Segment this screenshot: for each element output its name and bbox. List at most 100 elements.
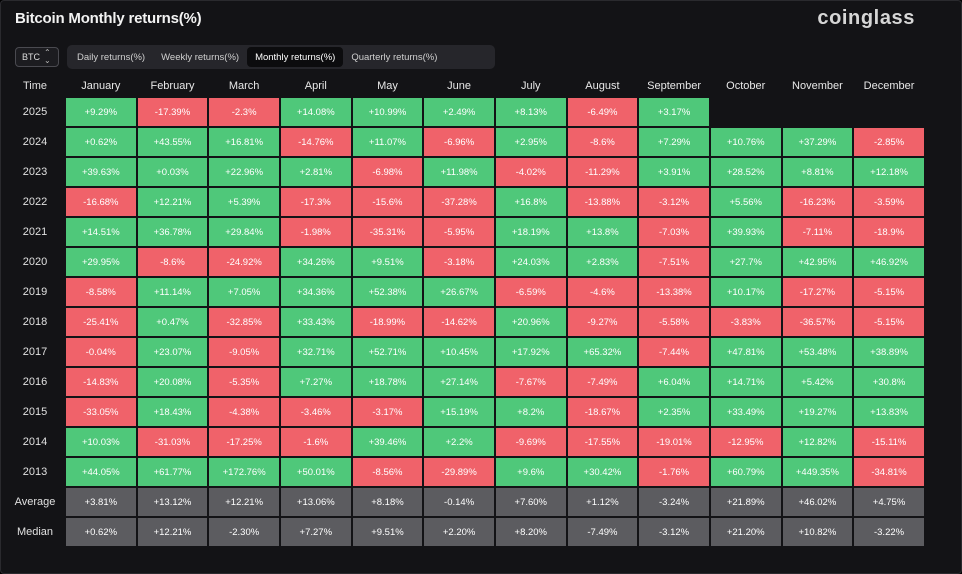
return-cell: +5.56% [709,187,782,217]
return-cell: -1.98% [279,217,352,247]
tab-quarterly-returns[interactable]: Quarterly returns(%) [351,51,438,63]
return-cell: +42.95% [781,247,854,277]
return-cell: +29.84% [208,217,280,247]
return-cell: -6.98% [351,157,424,187]
row-label: 2020 [22,256,48,268]
return-cell: -37.28% [423,187,495,217]
return-cell: -17.27% [781,277,854,307]
return-cell: -4.38% [208,397,280,427]
return-cell: +449.35% [781,457,854,487]
return-cell: -9.05% [208,337,280,367]
return-cell: +53.48% [781,337,854,367]
row-label: 2018 [22,316,48,328]
return-cell: +23.07% [136,337,209,367]
table-row: 2022 -16.68% +12.21% +5.39% -17.3% -15.6% -37.… [5,187,925,217]
return-cell: +65.32% [566,337,639,367]
row-label: Average [14,496,56,508]
tab-weekly-returns[interactable]: Weekly returns(%) [161,51,240,63]
return-cell: +1.12% [566,487,639,517]
return-cell: +14.08% [279,97,352,127]
table-row: 2023 +39.63% +0.03% +22.96% +2.81% -6.98% +11.… [5,157,925,187]
return-cell: +33.43% [279,307,352,337]
return-cell: +15.19% [423,397,495,427]
return-cell: -14.83% [65,367,137,397]
return-cell: +12.18% [853,157,925,187]
return-cell: +27.14% [423,367,495,397]
return-cell: +13.12% [136,487,209,517]
table-row: 2019 -8.58% +11.14% +7.05% +34.36% +52.38% +26… [5,277,925,307]
return-cell: +3.17% [638,97,710,127]
return-cell: -13.88% [566,187,639,217]
return-cell: +8.2% [494,397,567,427]
return-cell: -8.56% [351,457,424,487]
return-cell: -1.6% [279,427,352,457]
column-header: July [520,80,541,92]
return-cell: +16.81% [208,127,280,157]
return-cell: +18.43% [136,397,209,427]
return-cell: +34.36% [279,277,352,307]
return-cell: +18.78% [351,367,424,397]
return-cell: +17.92% [494,337,567,367]
return-cell [853,97,925,127]
tab-daily-returns[interactable]: Daily returns(%) [77,51,146,63]
return-cell: +4.75% [853,487,925,517]
return-cell: +20.96% [494,307,567,337]
return-cell: +12.21% [136,517,209,547]
return-cell: -0.04% [65,337,137,367]
asset-select[interactable]: BTC ⌃ ⌄ [15,47,59,67]
return-cell: -6.96% [423,127,495,157]
return-cell: +13.83% [853,397,925,427]
return-cell: +8.81% [781,157,854,187]
return-cell: -25.41% [65,307,137,337]
return-cell: +32.71% [279,337,352,367]
return-cell: +12.21% [208,487,280,517]
table-row: 2017 -0.04% +23.07% -9.05% +32.71% +52.71% +10… [5,337,925,367]
table-row: 2020 +29.95% -8.6% -24.92% +34.26% +9.51% -3.1… [5,247,925,277]
return-cell: -33.05% [65,397,137,427]
return-cell: +13.06% [279,487,352,517]
return-cell: -9.27% [566,307,639,337]
return-cell: +7.60% [494,487,567,517]
return-cell: -29.89% [423,457,495,487]
return-cell: +36.78% [136,217,209,247]
return-cell: +22.96% [208,157,280,187]
row-label: Median [16,526,54,538]
return-cell: +18.19% [494,217,567,247]
return-cell: -5.15% [853,277,925,307]
return-cell: +26.67% [423,277,495,307]
summary-row: Average +3.81% +13.12% +12.21% +13.06% +8.18%… [5,487,925,517]
return-cell: +8.13% [494,97,567,127]
table-row: 2018 -25.41% +0.47% -32.85% +33.43% -18.99% -1… [5,307,925,337]
return-cell: -3.22% [853,517,925,547]
return-cell: +16.8% [494,187,567,217]
column-header: February [150,80,195,92]
return-cell: -35.31% [351,217,424,247]
return-cell: +9.29% [65,97,137,127]
return-cell: +0.03% [136,157,209,187]
table-header-row: Time January February March April May Ju… [5,75,925,97]
return-cell: +6.04% [638,367,710,397]
column-header: September [647,80,701,92]
return-cell: +39.46% [351,427,424,457]
return-cell: -3.18% [423,247,495,277]
return-cell: -3.12% [638,517,710,547]
return-cell: +0.47% [136,307,209,337]
return-cell: -18.99% [351,307,424,337]
return-cell: -7.49% [566,367,639,397]
return-cell: -17.25% [208,427,280,457]
return-cell: -15.11% [853,427,925,457]
return-cell: -2.3% [208,97,280,127]
return-cell: -18.9% [853,217,925,247]
return-cell: +0.62% [65,127,137,157]
column-header: August [585,80,620,92]
return-cell: -5.15% [853,307,925,337]
column-header: May [377,80,398,92]
return-cell: +8.18% [351,487,424,517]
return-cell: +14.71% [709,367,782,397]
return-cell: -8.58% [65,277,137,307]
return-cell: +10.82% [781,517,854,547]
return-cell: -3.17% [351,397,424,427]
return-cell: -8.6% [136,247,209,277]
tab-monthly-returns[interactable]: Monthly returns(%) [247,47,344,67]
